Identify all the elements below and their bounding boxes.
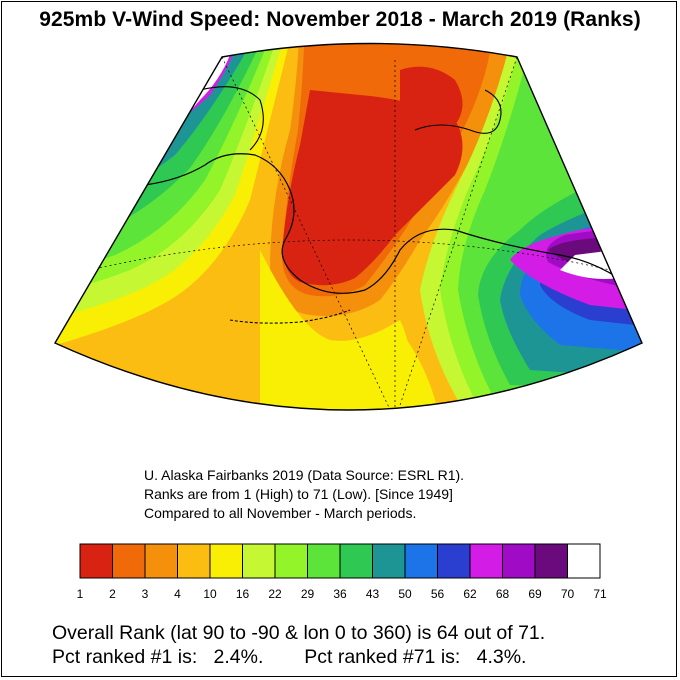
meridian-line-west — [221, 56, 396, 410]
legend-label: 71 — [593, 587, 607, 601]
legend-label: 70 — [561, 587, 575, 601]
legend-label: 3 — [142, 587, 149, 601]
map-border — [54, 42, 643, 411]
legend-label: 69 — [528, 587, 542, 601]
note-comparison: Compared to all November - March periods… — [144, 505, 417, 521]
legend-box — [177, 543, 211, 579]
legend-label: 2 — [109, 587, 116, 601]
legend-label: 62 — [463, 587, 477, 601]
legend-box — [112, 543, 146, 579]
legend-box — [567, 543, 601, 579]
overall-rank: Overall Rank (lat 90 to -90 & lon 0 to 3… — [52, 622, 546, 644]
legend-box — [404, 543, 438, 579]
coastline-siberia — [199, 86, 264, 151]
legend-label: 22 — [268, 587, 282, 601]
legend-label: 10 — [203, 587, 217, 601]
legend-label: 68 — [496, 587, 510, 601]
note-source: U. Alaska Fairbanks 2019 (Data Source: E… — [144, 467, 465, 483]
note-range: Ranks are from 1 (High) to 71 (Low). [Si… — [144, 486, 453, 502]
pct1-label: Pct ranked #1 is: — [52, 646, 198, 668]
legend-box — [339, 543, 373, 579]
legend-box — [144, 543, 178, 579]
legend-label: 4 — [174, 587, 181, 601]
field-band-yellow-south — [300, 330, 440, 410]
legend-boxes — [79, 543, 601, 579]
legend-box — [372, 543, 406, 579]
legend-labels: 1 2 3 4 10 16 22 29 36 43 50 56 62 68 69 70 71 — [77, 587, 607, 601]
legend-label: 16 — [236, 587, 250, 601]
coastline-aleutians — [229, 309, 351, 324]
legend-label: 36 — [333, 587, 347, 601]
legend-label: 56 — [431, 587, 445, 601]
legend-box — [469, 543, 503, 579]
color-legend: 1 2 3 4 10 16 22 29 36 43 50 56 62 68 69 70 71 — [77, 543, 607, 601]
field-band-red-north — [400, 66, 463, 125]
legend-label: 50 — [398, 587, 412, 601]
legend-box — [437, 543, 471, 579]
legend-box — [502, 543, 536, 579]
coastline-arctic — [414, 89, 502, 134]
legend-box — [274, 543, 308, 579]
coastline-main — [144, 153, 636, 294]
parallel-line — [89, 239, 611, 271]
legend-box — [209, 543, 243, 579]
field-band-red-center — [282, 90, 463, 286]
legend-label: 43 — [366, 587, 380, 601]
pct1-value: 2.4%. — [213, 646, 264, 668]
legend-label: 1 — [77, 587, 84, 601]
legend-box — [307, 543, 341, 579]
map-title: 925mb V-Wind Speed: November 2018 - Marc… — [39, 8, 641, 31]
pct-ranks: Pct ranked #1 is: 2.4%. Pct ranked #71 i… — [52, 646, 526, 669]
pct71-label: Pct ranked #71 is: — [304, 646, 461, 668]
pct71-value: 4.3%. — [476, 646, 527, 668]
legend-label: 29 — [301, 587, 315, 601]
legend-box — [79, 543, 113, 579]
legend-box — [242, 543, 276, 579]
meridian-line-east — [394, 56, 518, 410]
legend-box — [534, 543, 568, 579]
